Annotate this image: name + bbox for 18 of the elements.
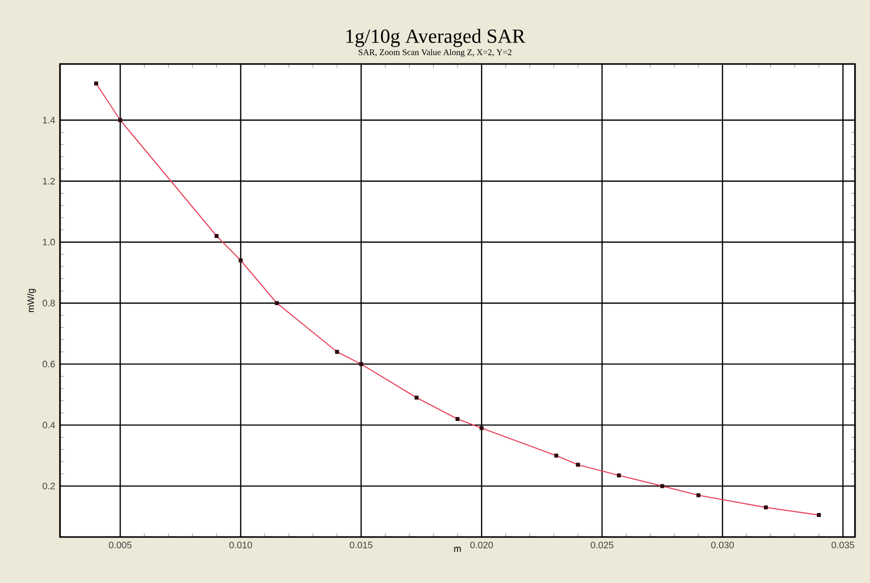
y-tick-label: 1.2: [43, 178, 55, 184]
chart-subtitle: SAR, Zoom Scan Value Along Z, X=2, Y=2: [358, 49, 512, 57]
x-tick-label: 0.025: [590, 542, 614, 548]
y-tick-label: 1.0: [43, 238, 55, 246]
x-tick-label: 0.010: [229, 542, 252, 548]
y-axis-title: mW/g: [27, 288, 36, 312]
y-tick-label: 0.6: [42, 360, 55, 368]
x-tick-label: 0.005: [108, 542, 132, 548]
chart-title: 1g/10g Averaged SAR: [346, 28, 526, 48]
y-tick-label: 0.4: [42, 422, 56, 428]
x-tick-label: 0.020: [470, 542, 493, 548]
y-tick-label: 0.8: [42, 300, 55, 306]
x-axis-title: m: [454, 546, 461, 552]
y-tick-label: 1.4: [43, 116, 56, 124]
x-tick-label: 0.035: [832, 542, 854, 548]
x-tick-label: 0.030: [711, 542, 734, 548]
y-tick-label: 0.2: [42, 482, 55, 490]
x-tick-label: 0.015: [350, 542, 372, 548]
